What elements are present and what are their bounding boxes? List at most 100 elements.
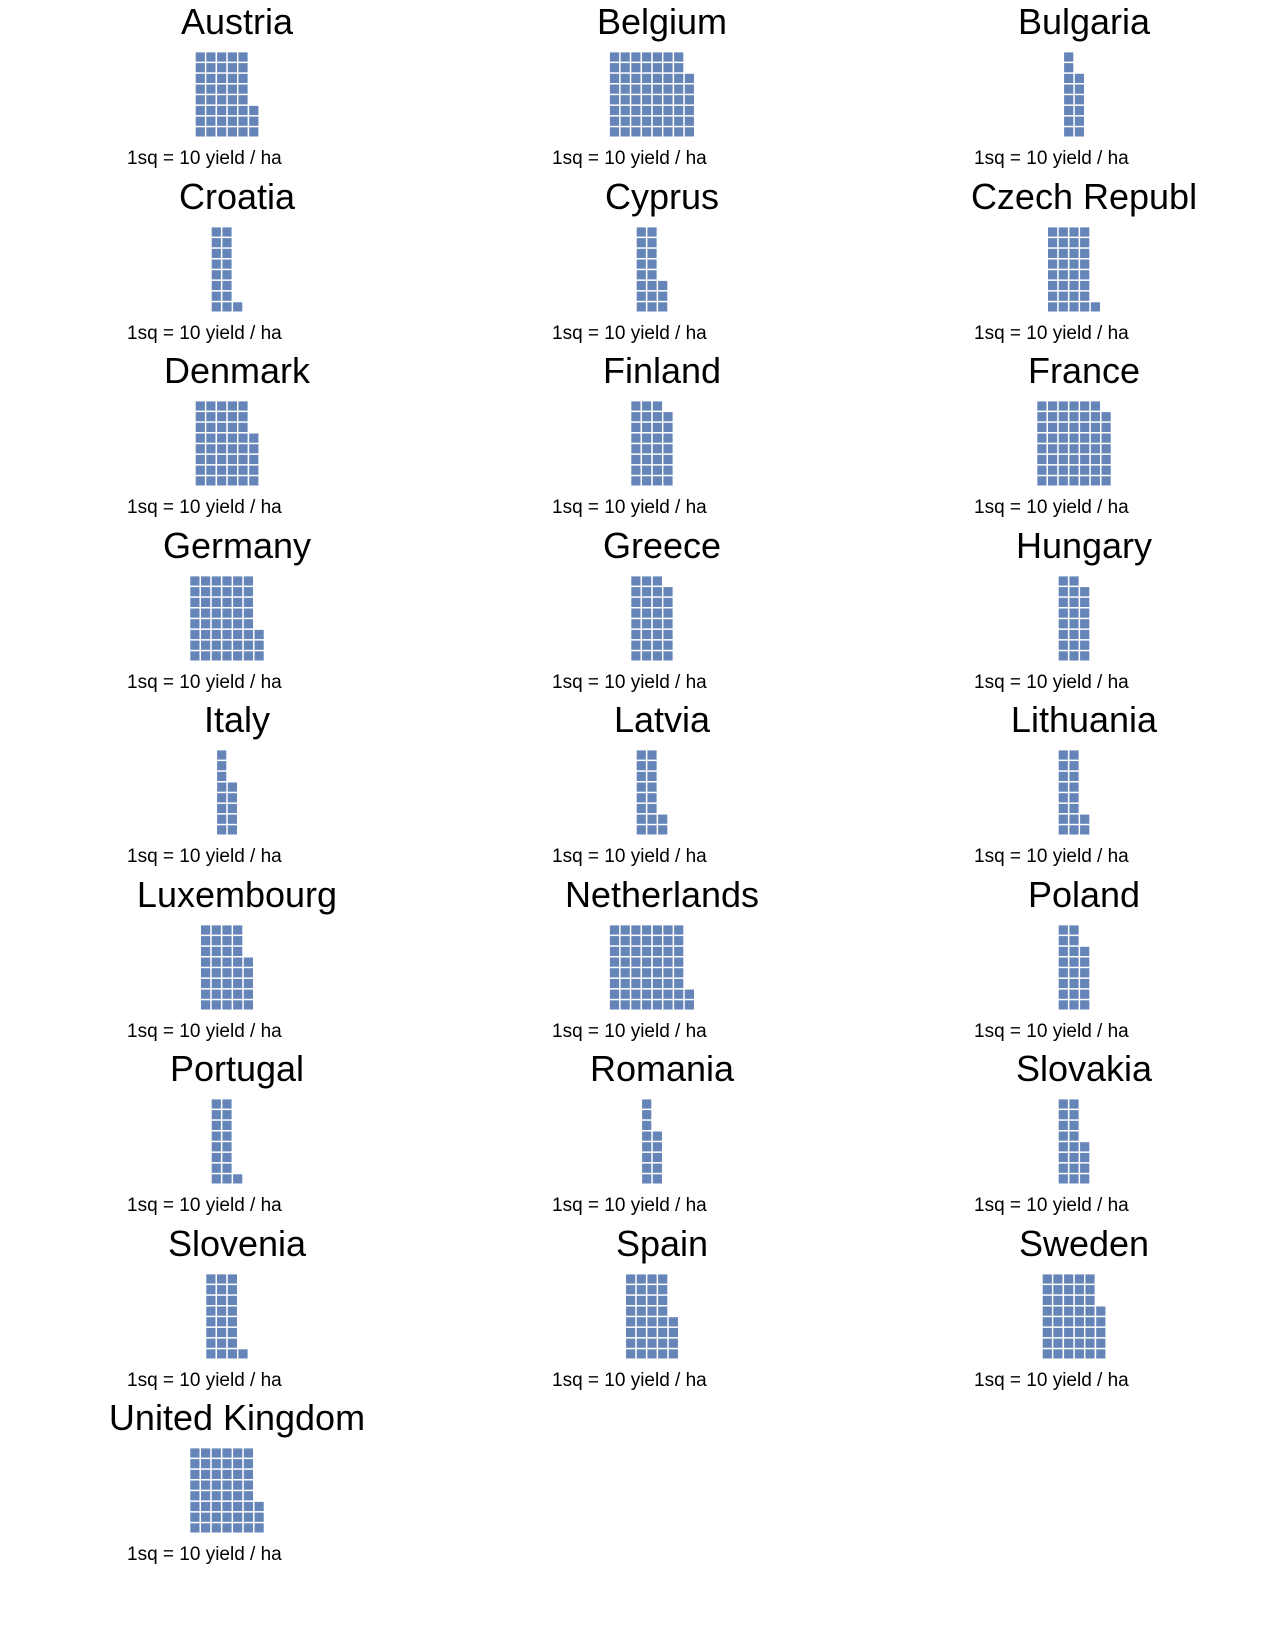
waffle-square [642,444,652,454]
waffle-square [1101,444,1111,454]
waffle-square [1064,1327,1074,1337]
waffle-square [631,105,641,116]
waffle-square [1080,465,1090,475]
waffle-square [222,957,232,967]
waffle-square [243,1448,253,1458]
waffle-square [201,946,211,956]
waffle-square [190,1491,200,1501]
country-panel: Poland 1sq = 10 yield / ha [847,873,1272,1056]
waffle-square [1085,1273,1095,1284]
waffle-square [206,1348,216,1358]
waffle-square [1069,476,1079,486]
waffle-square [233,1174,243,1184]
waffle-square [1069,401,1079,411]
waffle-square [1058,640,1068,650]
country-title: Poland [1027,873,1141,915]
waffle-square [1053,1273,1063,1284]
waffle-square [217,127,227,137]
waffle-square [609,63,620,73]
waffle-square [217,1284,227,1294]
waffle-square [201,640,211,650]
waffle-square [190,1459,200,1469]
waffle-square [1069,1120,1079,1130]
waffle-square [1090,454,1100,465]
waffle-square [233,629,243,639]
country-title: Luxembourg [136,873,338,915]
waffle-square [668,1327,678,1337]
waffle-square [663,640,673,650]
waffle-square [222,226,232,237]
waffle-square [227,116,237,126]
waffle-square [190,608,200,618]
waffle-square [233,924,243,935]
waffle-square [620,924,630,935]
waffle-square [631,84,641,94]
unit-caption: 1sq = 10 yield / ha [127,846,282,867]
waffle-square [206,52,216,62]
waffle-square [206,1316,216,1326]
waffle-square [1080,586,1090,596]
waffle-square [674,989,684,999]
waffle-square [1085,1295,1095,1305]
waffle-square [1069,946,1079,956]
waffle-square [674,957,684,967]
unit-caption: 1sq = 10 yield / ha [127,1369,282,1391]
waffle-square [631,586,641,596]
waffle-square [1090,301,1100,311]
waffle-square [1080,650,1090,660]
waffle-square [609,105,620,116]
waffle-square [243,1469,253,1479]
waffle-square [211,280,221,290]
waffle-square [195,412,205,422]
country-panel: Greece 1sq = 10 yield / ha [425,524,850,707]
waffle-square [1048,454,1058,465]
unit-caption: 1sq = 10 yield / ha [552,497,707,518]
waffle-square [642,116,652,126]
waffle-square [1069,291,1079,301]
waffle-square [222,1174,232,1184]
waffle-square [243,999,253,1009]
waffle-square [227,412,237,422]
waffle-square [663,978,673,988]
waffle-square [1042,1338,1052,1348]
waffle-squares [626,1273,678,1358]
waffle-square [636,1273,646,1284]
waffle-square [249,116,259,126]
country-title: Lithuania [1010,699,1158,740]
waffle-square [1058,608,1068,618]
waffle-square [1058,454,1068,465]
waffle-square [636,814,646,824]
waffle-square [222,989,232,999]
waffle-square [211,629,221,639]
waffle-square [663,63,673,73]
waffle-square [1096,1306,1106,1316]
waffle-square [609,935,620,945]
waffle-square [663,597,673,607]
waffle-square [1069,761,1079,771]
waffle-square [1064,116,1074,126]
waffle-square [652,454,662,465]
country-panel: Austria 1sq = 10 yield / ha [0,0,425,183]
country-title: Sweden [1018,1222,1150,1264]
waffle-square [222,967,232,977]
waffle-square [254,1512,264,1522]
waffle-squares [1048,226,1100,311]
waffle-square [609,127,620,137]
waffle-square [642,935,652,945]
waffle-square [190,597,200,607]
waffle-square [190,1469,200,1479]
waffle-square [1069,650,1079,660]
waffle-square [658,814,668,824]
waffle-square [1080,989,1090,999]
waffle-square [243,1501,253,1512]
waffle-square [211,597,221,607]
waffle-square [642,597,652,607]
waffle-square [1085,1338,1095,1348]
waffle-square [227,1338,237,1348]
waffle-square [1069,248,1079,258]
waffle-square [211,1110,221,1120]
waffle-square [674,116,684,126]
waffle-square [631,608,641,618]
waffle-square [652,95,662,105]
waffle-square [668,1338,678,1348]
